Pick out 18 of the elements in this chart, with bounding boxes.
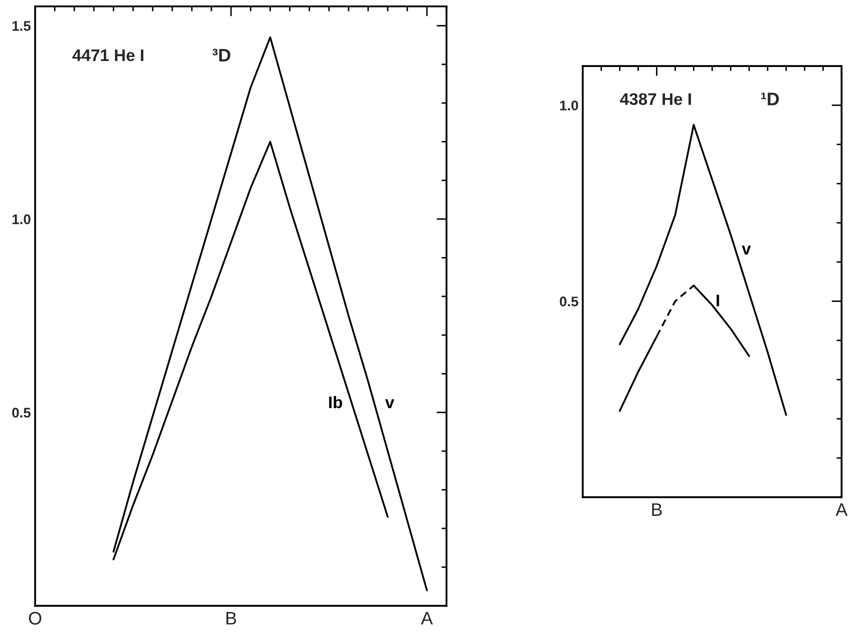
text: ¹D	[761, 92, 779, 106]
series-label: v	[742, 246, 751, 254]
x-tick-label: B	[652, 503, 662, 516]
y-tick-label: 0.5	[12, 408, 31, 418]
x-tick-label: A	[420, 612, 433, 624]
y-tick-label: 0.5	[560, 296, 578, 306]
y-tick-label: 1.5	[12, 21, 31, 31]
series-label: Ib	[329, 396, 342, 408]
series-label: I	[716, 294, 720, 306]
text: 4471 He I	[72, 50, 144, 62]
x-tick-label: O	[28, 612, 42, 625]
y-tick-label: 1.0	[12, 214, 30, 224]
x-tick-label: B	[226, 612, 236, 624]
text: ³D	[212, 48, 230, 62]
x-tick-label: A	[836, 503, 848, 516]
y-tick-label: 1.0	[560, 100, 578, 110]
series-label: v	[385, 399, 394, 408]
text: 4387 He I	[620, 93, 691, 106]
